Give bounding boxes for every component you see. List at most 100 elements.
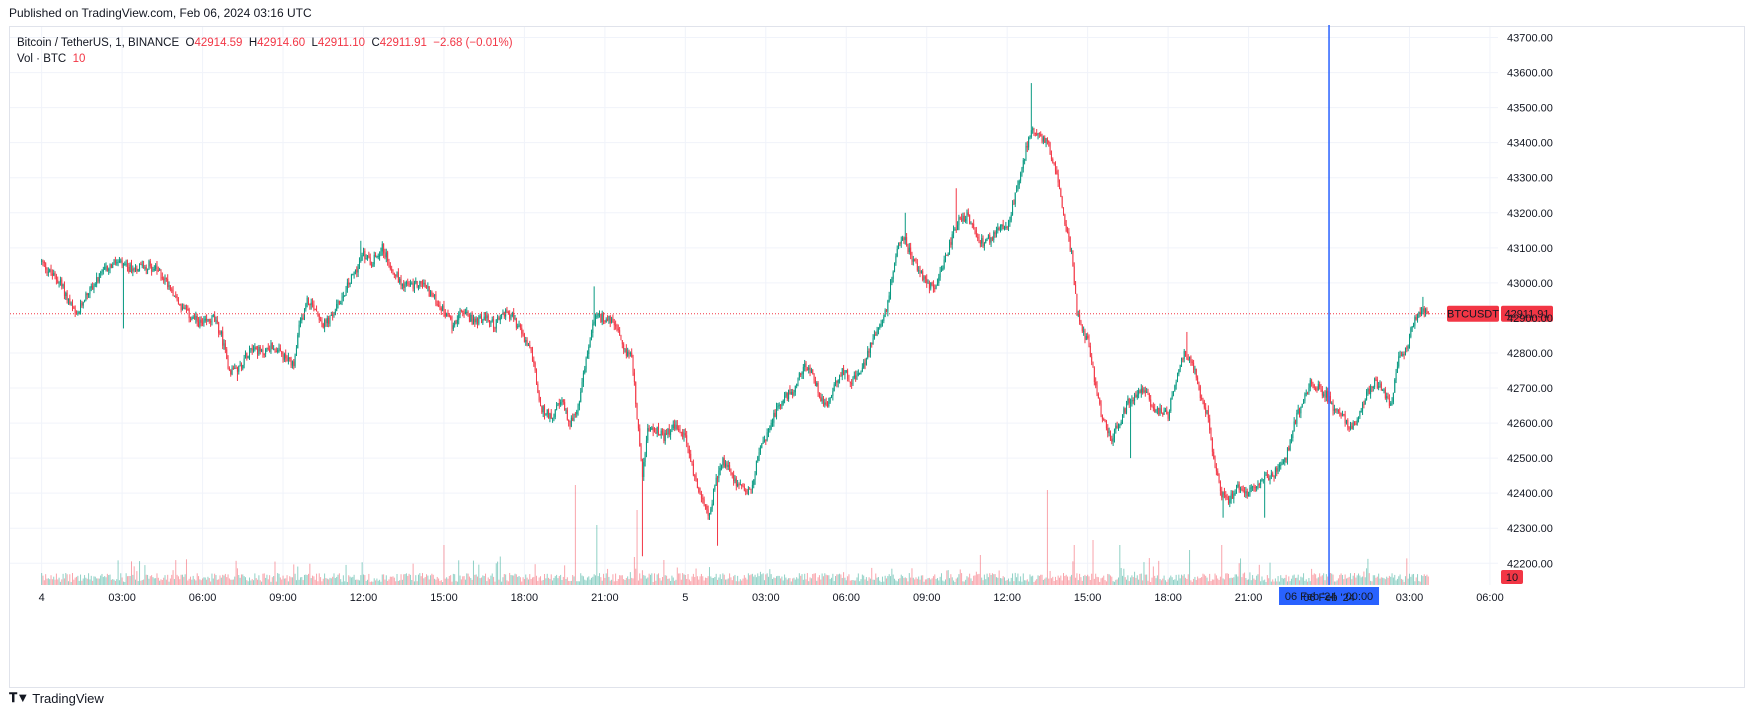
candle-body	[160, 269, 162, 278]
candle-body	[973, 223, 975, 228]
candle-body	[1252, 486, 1254, 488]
volume-bar	[814, 573, 816, 585]
volume-bar	[427, 575, 429, 585]
candle-body	[62, 284, 64, 287]
candle-body	[112, 264, 114, 268]
candle-body	[550, 413, 552, 419]
volume-bar	[312, 575, 314, 585]
candle-body	[1273, 475, 1275, 478]
candle-body	[235, 367, 237, 369]
candle-body	[817, 382, 819, 394]
volume-bar	[149, 576, 151, 585]
volume-bar	[717, 579, 719, 585]
volume-bar	[257, 579, 259, 585]
candle-body	[1282, 462, 1284, 464]
candle-body	[89, 287, 91, 295]
volume-bar	[1300, 576, 1302, 585]
candle-body	[789, 389, 791, 395]
candle-body	[594, 317, 596, 322]
candle-body	[928, 282, 930, 289]
volume-bar	[824, 573, 826, 585]
candle-body	[549, 413, 551, 419]
volume-bar	[278, 573, 280, 585]
candle-body	[1067, 231, 1069, 233]
candle-body	[558, 403, 560, 405]
candle-body	[362, 251, 364, 256]
volume-bar	[1029, 574, 1031, 585]
volume-bar	[55, 573, 57, 585]
volume-bar	[667, 578, 669, 585]
volume-bar	[777, 575, 779, 585]
volume-bar	[295, 580, 297, 585]
volume-bar	[955, 578, 957, 585]
volume-bar	[1276, 581, 1278, 585]
candle-body	[130, 264, 132, 272]
volume-bar	[67, 581, 69, 585]
candle-body	[389, 265, 391, 269]
volume-bar	[129, 575, 131, 585]
volume-bar	[805, 579, 807, 585]
candle-body	[1033, 128, 1035, 133]
volume-bar	[962, 581, 964, 585]
volume-bar	[594, 575, 596, 585]
candle-body	[940, 270, 942, 272]
candle-body	[476, 318, 478, 324]
volume-bar	[981, 577, 983, 585]
volume-bar	[459, 575, 461, 585]
volume-bar	[997, 577, 999, 585]
volume-bar	[1054, 576, 1056, 585]
volume-bar	[62, 573, 64, 585]
volume-bar	[763, 580, 765, 585]
candle-body	[1076, 293, 1078, 316]
candle-body	[785, 392, 787, 396]
candle-body	[1154, 408, 1156, 413]
candle-body	[633, 372, 635, 383]
y-tick-label: 42300.00	[1507, 523, 1553, 535]
candle-body	[152, 269, 154, 272]
candle-body	[1411, 326, 1413, 329]
volume-bar	[77, 575, 79, 585]
volume-bar	[1057, 575, 1059, 585]
candle-body	[1390, 403, 1392, 406]
volume-bar	[684, 574, 686, 585]
legend-high-label: H	[248, 37, 258, 49]
candle-body	[1096, 385, 1098, 395]
candle-body	[1194, 368, 1196, 370]
candle-body	[1160, 408, 1162, 413]
volume-bar	[443, 545, 445, 585]
candle-body	[242, 365, 244, 369]
candle-body	[255, 347, 257, 350]
volume-bar	[557, 578, 559, 585]
volume-bar	[1146, 574, 1148, 585]
candle-body	[1132, 399, 1134, 401]
published-caption: Published on TradingView.com, Feb 06, 20…	[9, 6, 312, 20]
volume-bar	[101, 573, 103, 585]
candle-body	[364, 251, 366, 259]
candle-body	[514, 318, 516, 320]
candle-body	[1052, 159, 1054, 163]
volume-bar	[970, 578, 972, 585]
candle-body	[282, 354, 284, 360]
candle-body	[172, 290, 174, 297]
volume-bar	[377, 580, 379, 585]
volume-bar	[47, 578, 49, 585]
volume-bar	[926, 579, 928, 585]
footer-brand[interactable]: TradingView	[32, 690, 104, 706]
candle-body	[196, 316, 198, 322]
volume-bar	[931, 578, 933, 585]
candle-body	[65, 292, 67, 297]
candle-body	[490, 321, 492, 324]
candle-body	[731, 473, 733, 475]
candle-body	[723, 458, 725, 467]
volume-bar	[1339, 574, 1341, 585]
tradingview-logo-icon[interactable]: 𝐓▼	[9, 690, 29, 705]
volume-bar	[1246, 579, 1248, 585]
candle-body	[1417, 317, 1419, 320]
volume-bar	[645, 578, 647, 585]
volume-bar	[1273, 581, 1275, 585]
candle-body	[1253, 486, 1255, 488]
candle-body	[1116, 425, 1118, 429]
volume-bar	[558, 576, 560, 585]
candle-body	[1284, 457, 1286, 463]
